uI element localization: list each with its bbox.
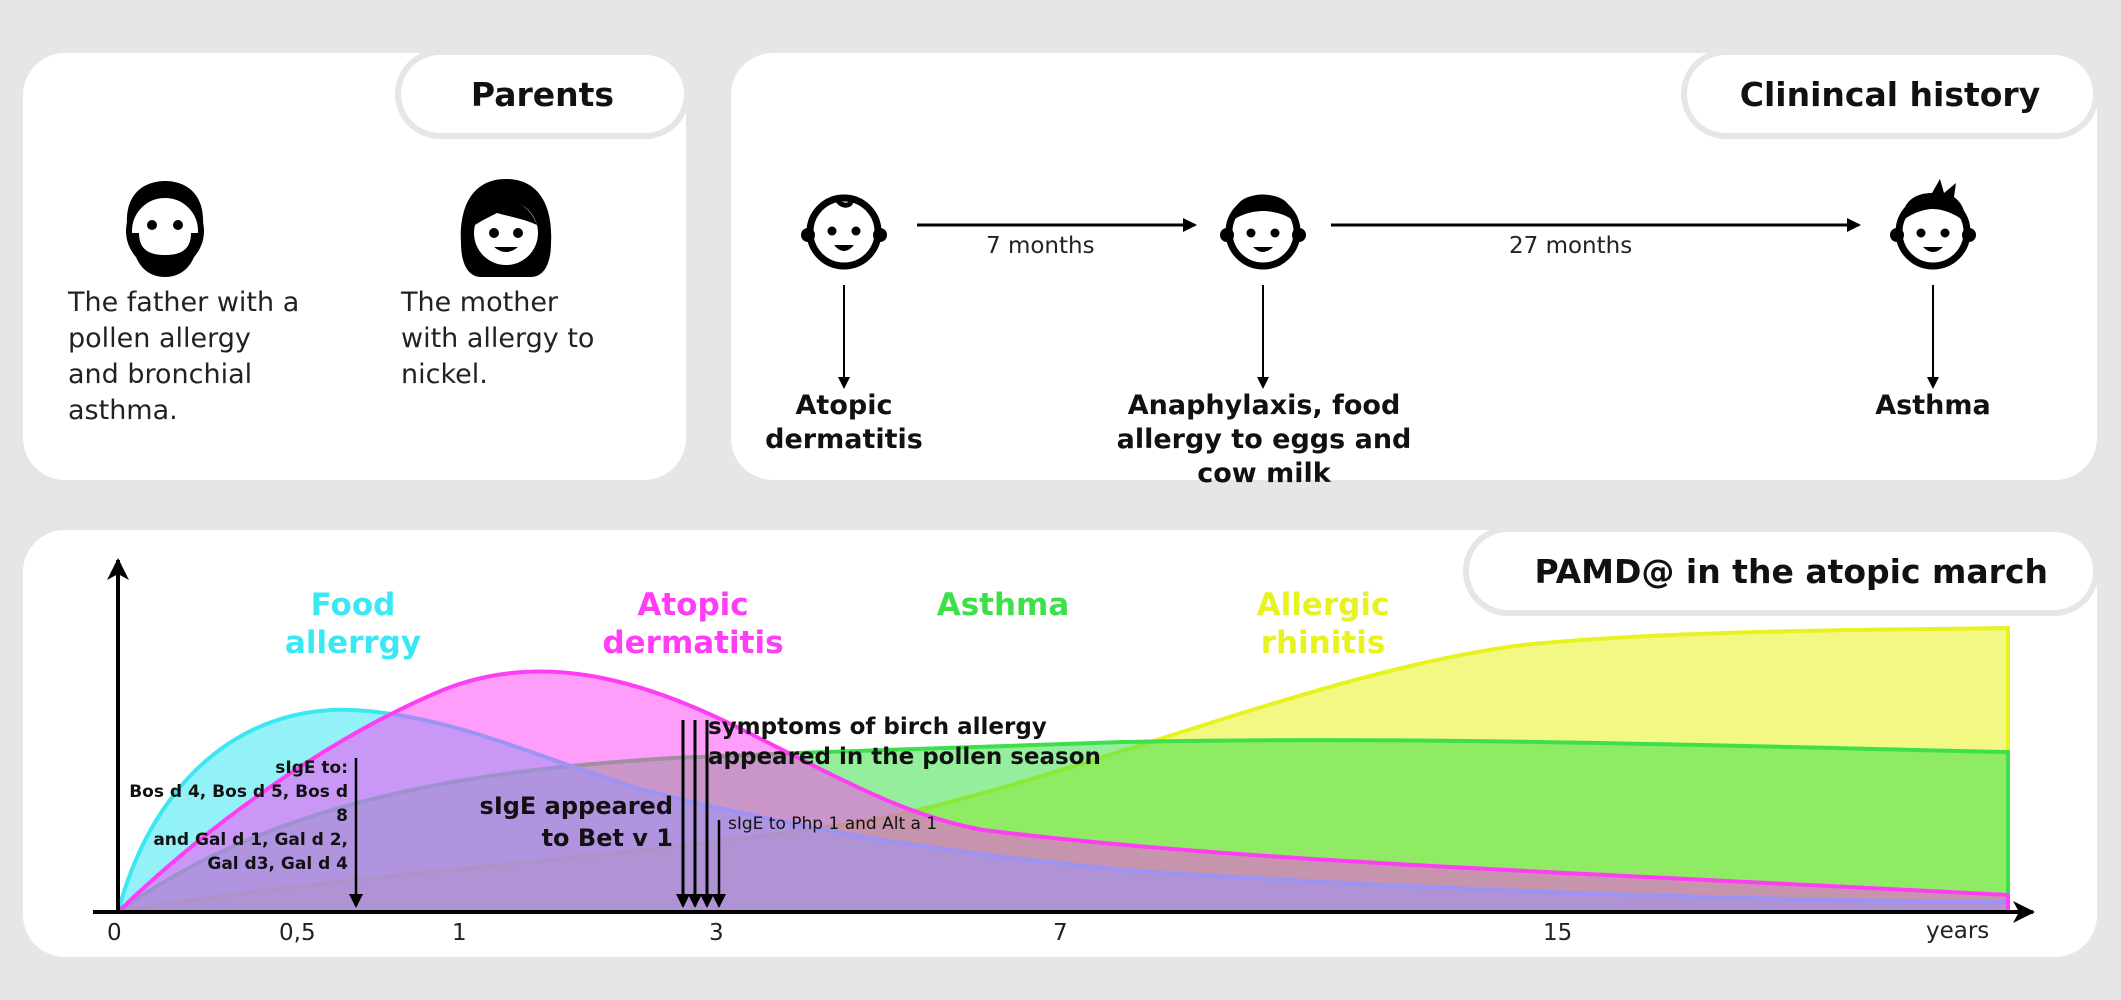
asthma-label: Asthma [936, 587, 1070, 623]
woman-face-icon [460, 179, 552, 277]
birch-annotation: symptoms of birch allergy appeared in th… [708, 712, 1128, 772]
stage-1-label: Atopic dermatitis [765, 390, 923, 455]
mother-description: The mother with allergy to nickel. [401, 287, 595, 390]
x-tick-15: 15 [1543, 920, 1573, 946]
bet-v1-line-2: to Bet v 1 [541, 824, 673, 852]
parents-panel: Parents The father with a pollen allergy… [23, 49, 690, 480]
atopic-march-panel: PAMD@ in the atopic march Food allerrgy … [23, 526, 2099, 957]
stage-2-label: Anaphylaxis, food allergy to eggs and co… [1116, 390, 1412, 489]
bet-v1-line-1: sIgE appeared [479, 792, 673, 820]
history-arrows [838, 218, 1939, 389]
x-tick-0-5: 0,5 [279, 920, 316, 946]
father-description: The father with a pollen allergy and bro… [68, 287, 300, 426]
baby-face-icon [801, 194, 887, 270]
interval-2-label: 27 months [1509, 233, 1633, 259]
atopic-march-title: PAMD@ in the atopic march [1463, 526, 2099, 616]
atopic-dermatitis-curve [113, 669, 2010, 914]
x-tick-7: 7 [1053, 920, 1068, 946]
x-unit-label: years [1926, 918, 1990, 944]
sige-to-line-1: Bos d 4, Bos d 5, Bos d 8 [129, 782, 348, 826]
sige-to-annotation: sIgE to: Bos d 4, Bos d 5, Bos d 8 and G… [123, 756, 348, 876]
interval-1-label: 7 months [986, 233, 1095, 259]
sige-to-line-2: and Gal d 1, Gal d 2, [153, 830, 348, 850]
sige-to-line-3: Gal d3, Gal d 4 [207, 854, 348, 874]
clinical-history-panel: Clinincal history [731, 49, 2099, 489]
toddler-face-icon [1220, 194, 1306, 270]
atopic-dermatitis-label: Atopic dermatitis [602, 587, 784, 661]
bearded-man-face-icon [126, 181, 204, 277]
clinical-history-title: Clinincal history [1681, 49, 2099, 139]
birch-line-1: symptoms of birch allergy [708, 714, 1047, 740]
sige-to-title: sIgE to: [275, 758, 348, 778]
php-annotation: sIgE to Php 1 and Alt a 1 [728, 814, 938, 834]
allergic-rhinitis-label: Allergic rhinitis [1256, 587, 1390, 661]
food-allergy-label: Food allerrgy [284, 587, 422, 661]
parents-title: Parents [395, 49, 690, 139]
birch-line-2: appeared in the pollen season [708, 744, 1101, 770]
atopic-march-diagram [93, 558, 2035, 923]
bet-v1-annotation: sIgE appeared to Bet v 1 [453, 790, 673, 854]
x-tick-3: 3 [709, 920, 724, 946]
stage-3-label: Asthma [1875, 390, 1991, 421]
x-tick-1: 1 [452, 920, 467, 946]
x-tick-0: 0 [107, 920, 122, 946]
child-face-icon [1890, 179, 1976, 270]
